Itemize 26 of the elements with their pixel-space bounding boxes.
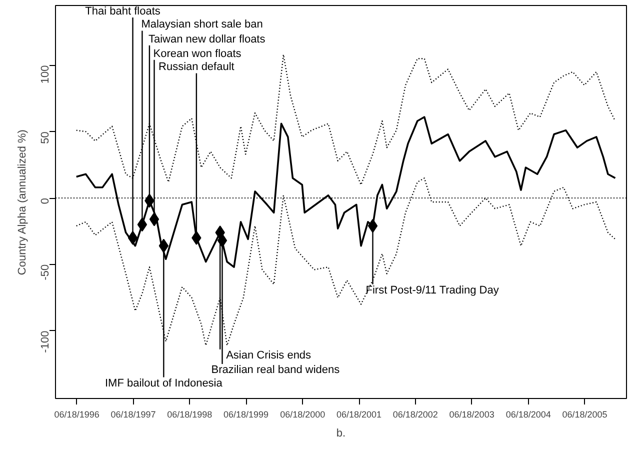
x-tick-label: 06/18/1998 (167, 410, 212, 420)
annotation: Malaysian short sale ban (141, 18, 263, 31)
annotation: Asian Crisis ends (226, 349, 312, 362)
y-tick-label: 50 (40, 132, 52, 144)
annotation: Brazilian real band widens (211, 364, 340, 376)
x-axis-title: b. (336, 428, 346, 440)
annotation: Korean won floats (153, 48, 242, 60)
x-tick-label: 06/18/1997 (110, 410, 156, 420)
annotation: Thai baht floats (85, 5, 161, 18)
annotation: First Post-9/11 Trading Day (366, 284, 500, 296)
annotation: IMF bailout of Indonesia (104, 377, 224, 390)
x-tick-label: 06/18/2004 (506, 410, 551, 420)
y-tick-label: 100 (40, 65, 52, 84)
x-tick-label: 06/18/2000 (280, 410, 326, 420)
x-tick-label: 06/18/1999 (224, 410, 269, 420)
y-tick-label: -50 (40, 264, 52, 280)
x-tick-label: 06/18/2003 (449, 410, 494, 420)
x-tick-label: 06/18/2001 (336, 410, 382, 420)
y-axis-title: Country Alpha (annualized %) (16, 130, 28, 276)
y-tick-label: -100 (40, 330, 52, 353)
x-tick-label: 06/18/2002 (392, 410, 438, 420)
y-tick-label: 0 (40, 198, 52, 204)
x-tick-label: 06/18/1996 (54, 410, 100, 420)
annotation: Russian default (158, 61, 234, 74)
x-tick-label: 06/18/2005 (562, 410, 608, 420)
annotation: Taiwan new dollar floats (148, 33, 266, 46)
